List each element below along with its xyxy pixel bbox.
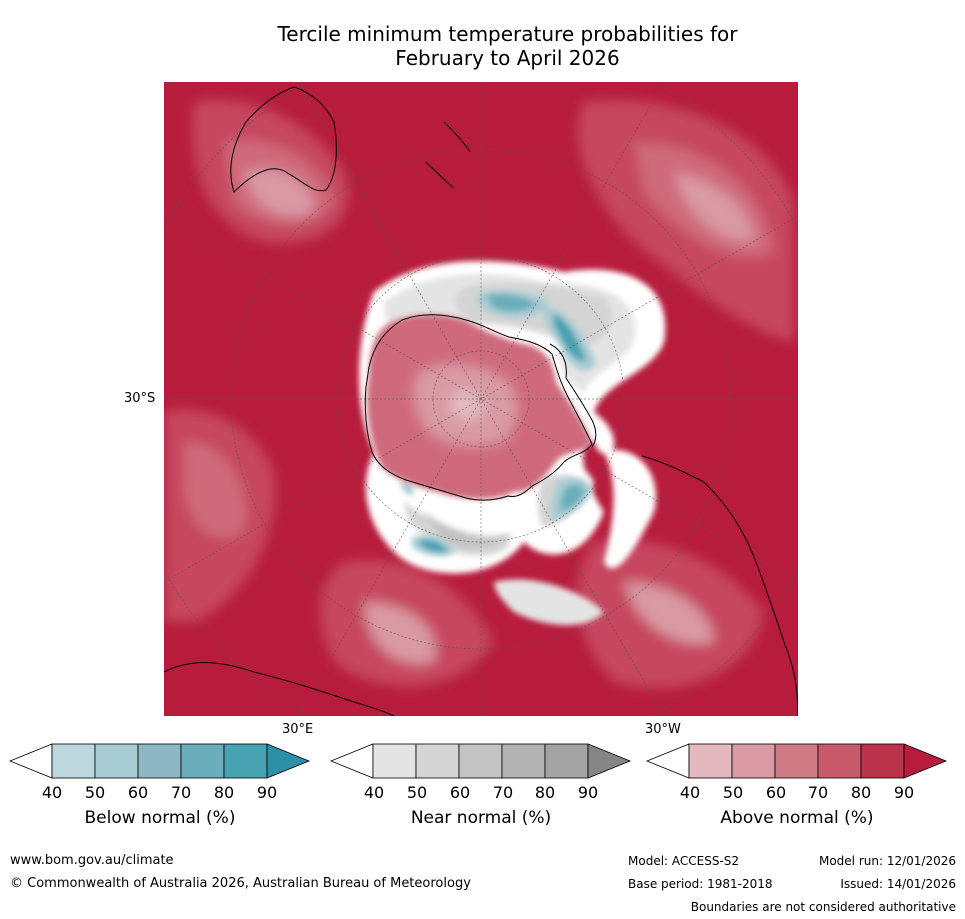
colorbar-below-tick-80: 80 [213,783,235,802]
africa-coast [164,662,395,716]
colorbar-above-normal-swatches [645,743,948,779]
lon-label-30w: 30°W [645,722,681,737]
below-normal-extend-low [8,743,53,779]
colorbar-near-tick-90: 90 [577,783,599,802]
near-normal-swatch-50 [415,743,460,779]
above-normal-swatch-60 [774,743,819,779]
colorbar-near-label: Near normal (%) [410,808,552,828]
below-normal-patches [400,290,596,557]
footer-base-period: Base period: 1981-2018 [628,877,773,891]
near-normal-swatch-80 [544,743,589,779]
colorbar-above-tick-60: 60 [765,783,787,802]
colorbar-near-tick-60: 60 [449,783,471,802]
lon-label-30e: 30°E [282,722,314,737]
map-title: Tercile minimum temperature probabilitie… [0,22,965,70]
above-normal-extend-high [903,743,948,779]
australia-coast [230,86,337,193]
near-normal-extend-low [329,743,374,779]
probability-map [164,82,798,716]
new-zealand-coast [425,121,471,189]
title-line-1: Tercile minimum temperature probabilitie… [277,22,738,46]
antarctica-interior [367,314,592,499]
title-line-2: February to April 2026 [395,46,620,70]
footer-model-run: Model run: 12/01/2026 [818,854,956,868]
colorbar-above-tick-40: 40 [679,783,701,802]
above-normal-swatch-70 [817,743,862,779]
footer-website-link[interactable]: www.bom.gov.au/climate [10,853,174,868]
footer-copyright: © Commonwealth of Australia 2026, Austra… [10,876,471,891]
colorbar-near-tick-80: 80 [534,783,556,802]
near-normal-swatch-40 [372,743,417,779]
colorbar-above-normal: 40 50 60 70 80 90 Above normal (%) [645,743,948,844]
near-normal-swatch-70 [501,743,546,779]
footer-issued: Issued: 14/01/2026 [840,877,956,891]
below-normal-swatch-60 [137,743,182,779]
colorbar-below-tick-50: 50 [84,783,106,802]
below-normal-swatch-80 [223,743,268,779]
below-normal-swatch-70 [180,743,225,779]
footer-disclaimer: Boundaries are not considered authoritat… [690,900,956,914]
above-normal-swatch-50 [731,743,776,779]
colorbar-below-label: Below normal (%) [84,808,236,828]
colorbar-above-tick-80: 80 [850,783,872,802]
near-normal-swatch-60 [458,743,503,779]
coastlines [164,86,798,716]
above-normal-extend-low [645,743,690,779]
colorbar-near-normal: 40 50 60 70 80 90 Near normal (%) [329,743,632,844]
graticule [164,82,798,716]
colorbar-near-tick-70: 70 [492,783,514,802]
colorbar-near-tick-50: 50 [406,783,428,802]
colorbar-near-normal-swatches [329,743,632,779]
colorbar-above-tick-50: 50 [722,783,744,802]
colorbar-below-tick-90: 90 [256,783,278,802]
near-normal-extend-high [587,743,632,779]
colorbar-below-normal: 40 50 60 70 80 90 Below normal (%) [8,743,311,844]
colorbar-above-tick-70: 70 [807,783,829,802]
colorbar-near-tick-40: 40 [363,783,385,802]
antarctica-coast [364,314,593,501]
above-normal-swatch-80 [860,743,905,779]
below-normal-swatch-50 [94,743,139,779]
above-normal-swatch-40 [688,743,733,779]
colorbar-above-tick-90: 90 [893,783,915,802]
colorbar-below-normal-swatches [8,743,311,779]
antarctic-peninsula-coast [549,343,597,448]
below-normal-extend-high [266,743,311,779]
colorbar-below-tick-40: 40 [41,783,63,802]
map-canvas [164,82,798,716]
below-normal-swatch-40 [51,743,96,779]
footer-model: Model: ACCESS-S2 [628,854,740,868]
above-normal-mottling [164,100,794,689]
colorbar-above-label: Above normal (%) [720,808,874,828]
lat-label-30s: 30°S [124,391,156,406]
south-america-coast [641,455,798,716]
colorbar-below-tick-60: 60 [127,783,149,802]
colorbar-below-tick-70: 70 [170,783,192,802]
